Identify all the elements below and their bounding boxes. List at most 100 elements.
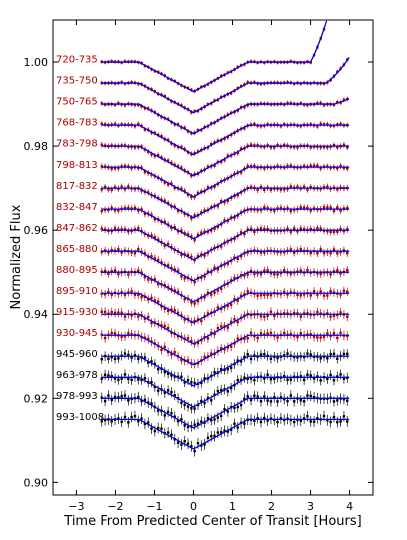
data-point	[107, 250, 110, 254]
data-point	[239, 254, 243, 258]
data-point	[256, 336, 259, 340]
data-point	[289, 394, 293, 397]
data-point	[292, 82, 296, 85]
data-point	[229, 216, 233, 219]
data-point	[133, 228, 137, 231]
data-point	[170, 266, 173, 270]
data-point	[156, 389, 160, 392]
data-point	[249, 227, 253, 230]
data-point	[173, 289, 176, 292]
data-point	[239, 171, 243, 174]
data-point	[143, 170, 147, 174]
data-point	[299, 206, 303, 209]
data-point	[193, 280, 196, 284]
data-point	[243, 376, 246, 379]
data-point	[236, 426, 239, 429]
data-point	[329, 251, 332, 255]
data-point	[296, 146, 299, 149]
data-point	[100, 310, 103, 313]
data-point	[322, 335, 326, 338]
data-point	[283, 312, 286, 315]
data-point	[166, 201, 170, 205]
data-point	[253, 394, 256, 397]
data-point	[256, 395, 259, 398]
data-point	[203, 355, 206, 359]
data-point	[322, 145, 326, 149]
data-point	[180, 187, 183, 190]
light-curve-series	[100, 96, 350, 136]
data-point	[336, 399, 339, 402]
data-point	[163, 220, 167, 223]
data-point	[183, 318, 186, 321]
data-point	[103, 249, 107, 252]
data-point	[292, 420, 296, 424]
data-point	[219, 414, 223, 418]
data-point	[249, 143, 253, 146]
data-point	[137, 145, 140, 149]
data-point	[306, 312, 309, 315]
data-point	[253, 334, 256, 338]
data-point	[246, 228, 249, 231]
data-point	[160, 348, 163, 352]
data-point	[326, 250, 329, 254]
data-point	[110, 375, 113, 378]
data-point	[183, 403, 186, 407]
data-point	[226, 390, 230, 393]
model-curve	[101, 334, 350, 366]
data-point	[196, 422, 200, 425]
data-point	[193, 302, 196, 305]
data-point	[107, 188, 110, 191]
data-point	[292, 227, 296, 230]
data-point	[156, 426, 160, 430]
data-point	[133, 354, 137, 357]
light-curve-series	[100, 224, 350, 264]
data-point	[163, 345, 167, 349]
data-point	[213, 371, 216, 374]
data-point	[226, 430, 230, 433]
data-point	[329, 124, 332, 127]
data-point	[259, 332, 263, 335]
data-point	[186, 233, 190, 236]
data-point	[216, 268, 220, 271]
data-point	[246, 290, 249, 293]
data-point	[153, 257, 157, 260]
data-point	[219, 74, 223, 78]
data-point	[166, 242, 170, 246]
data-point	[130, 145, 133, 148]
data-point	[180, 166, 183, 169]
data-point	[302, 378, 306, 382]
data-point	[216, 225, 220, 228]
data-point	[256, 294, 259, 297]
data-point	[100, 102, 103, 105]
data-point	[332, 379, 336, 382]
model-curve	[101, 187, 350, 219]
data-point	[123, 164, 127, 168]
data-point	[263, 61, 266, 64]
data-point	[273, 272, 276, 276]
data-point	[309, 209, 312, 212]
data-point	[266, 399, 269, 402]
data-point	[140, 271, 143, 274]
data-point	[120, 311, 123, 314]
data-point	[206, 436, 210, 440]
data-point	[110, 310, 113, 314]
data-point	[153, 362, 157, 366]
data-point	[319, 356, 322, 360]
data-point	[110, 248, 113, 252]
data-point	[319, 379, 322, 382]
data-point	[186, 425, 190, 429]
data-point	[243, 422, 246, 425]
data-point	[100, 357, 103, 361]
data-point	[329, 315, 332, 318]
data-point	[283, 374, 286, 378]
data-point	[200, 399, 203, 403]
data-point	[243, 397, 246, 401]
data-point	[123, 103, 127, 107]
data-point	[160, 324, 163, 327]
data-point	[113, 208, 117, 212]
data-point	[236, 193, 239, 197]
data-point	[226, 304, 230, 308]
data-point	[283, 290, 286, 294]
data-point	[239, 403, 243, 407]
data-point	[117, 166, 120, 170]
